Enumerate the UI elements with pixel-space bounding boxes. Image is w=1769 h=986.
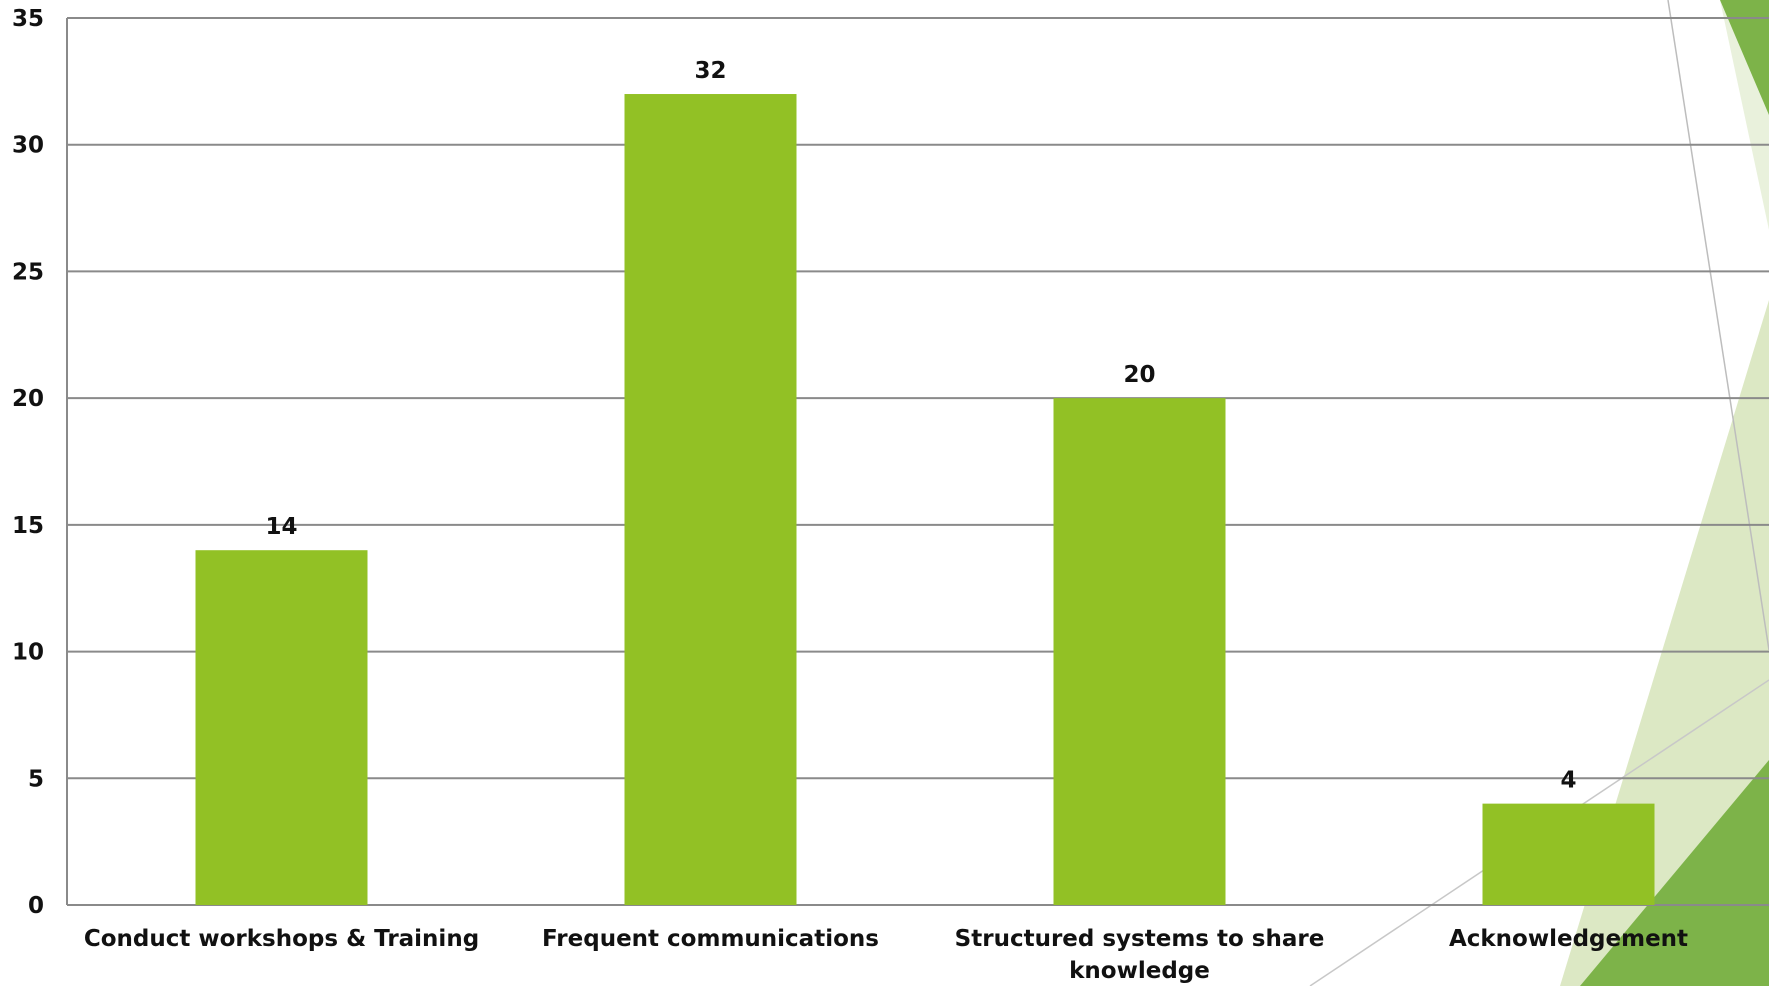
bar-2 [624, 94, 797, 906]
data-label-3: 20 [1123, 362, 1155, 388]
y-tick-label: 25 [12, 259, 44, 285]
category-label-3: Structured systems to share knowledge [955, 926, 1325, 984]
y-axis-tick-labels: 0 5 10 15 20 25 30 35 [12, 6, 44, 919]
category-label-4: Acknowledgement [1449, 926, 1688, 952]
bars [195, 94, 1655, 906]
y-tick-label: 10 [12, 640, 44, 666]
decor-top-triangle [1720, 0, 1769, 115]
y-tick-label: 5 [28, 766, 44, 792]
data-label-4: 4 [1560, 768, 1576, 794]
category-label-2: Frequent communications [542, 926, 879, 952]
decor-thin-line-1 [1667, 0, 1769, 651]
y-tick-label: 35 [12, 6, 44, 32]
category-label-1: Conduct workshops & Training [84, 926, 479, 952]
y-tick-label: 15 [12, 513, 44, 539]
y-tick-label: 0 [28, 893, 44, 919]
bar-1 [195, 550, 368, 905]
y-tick-label: 30 [12, 133, 44, 159]
bar-4 [1482, 803, 1655, 905]
y-tick-label: 20 [12, 386, 44, 412]
data-label-2: 32 [694, 58, 726, 84]
data-labels: 14 32 20 4 [265, 58, 1576, 794]
decor-dark-triangle [1580, 760, 1769, 986]
x-axis-category-labels: Conduct workshops & Training Frequent com… [84, 926, 1688, 984]
data-label-1: 14 [265, 514, 297, 540]
bar-3 [1053, 398, 1226, 905]
